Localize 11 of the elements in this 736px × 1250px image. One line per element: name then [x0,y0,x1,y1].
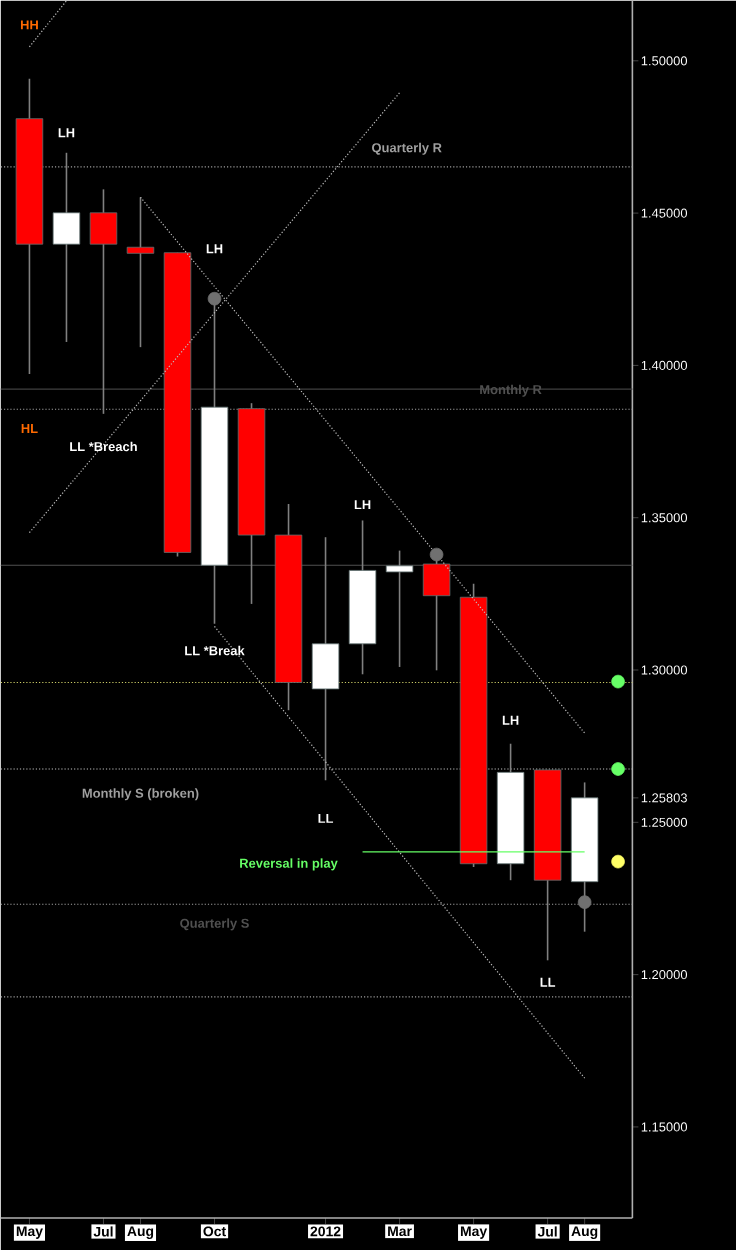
point [207,291,222,306]
candlestick [311,536,340,782]
point [611,674,625,689]
candlestick [126,196,155,348]
candlestick [385,549,414,668]
candlestick [52,152,81,343]
point [611,762,625,776]
point [611,854,625,869]
point [577,895,592,909]
point [429,547,444,562]
candlestick [89,188,118,415]
